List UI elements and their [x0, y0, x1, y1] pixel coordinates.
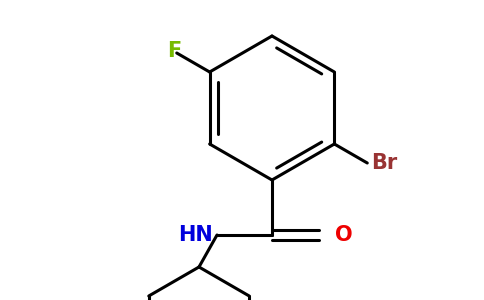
Text: F: F	[167, 41, 182, 61]
Text: HN: HN	[178, 225, 213, 245]
Text: O: O	[335, 225, 353, 245]
Text: Br: Br	[371, 153, 397, 173]
